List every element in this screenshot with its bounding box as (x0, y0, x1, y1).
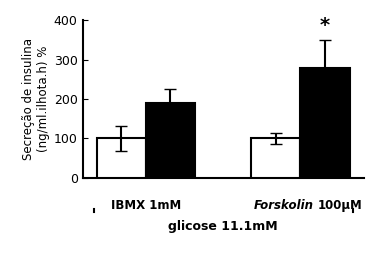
Text: 100μM: 100μM (318, 199, 362, 212)
Bar (251, 138, 300, 178)
Bar (300, 68, 350, 178)
Text: glicose 11.1mM: glicose 11.1mM (168, 219, 278, 232)
Text: IBMX 1mM: IBMX 1mM (111, 199, 181, 212)
Bar (97, 138, 146, 178)
Y-axis label: Secreção de insulina
(ng/ml.ilhota.h) %: Secreção de insulina (ng/ml.ilhota.h) % (22, 38, 50, 160)
Text: *: * (320, 16, 330, 35)
Text: Forskolin: Forskolin (254, 199, 314, 212)
Bar (146, 103, 195, 178)
